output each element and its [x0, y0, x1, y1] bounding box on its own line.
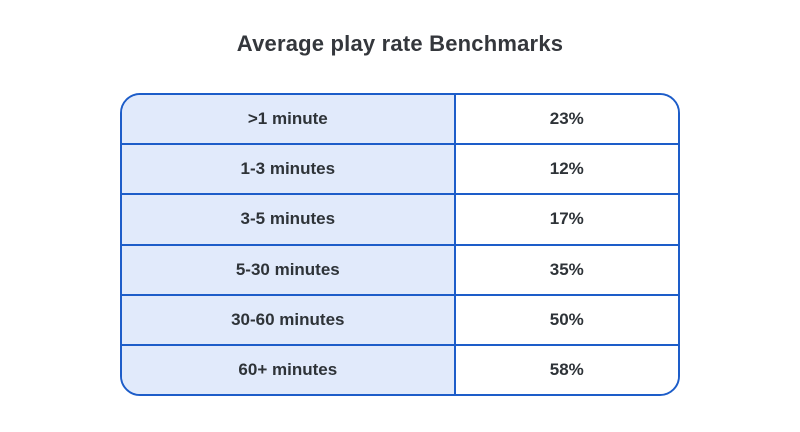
row-value: 50%	[455, 295, 678, 344]
row-label: 5-30 minutes	[122, 245, 456, 294]
row-value: 12%	[455, 145, 678, 194]
row-value: 23%	[455, 95, 678, 144]
row-value: 35%	[455, 245, 678, 294]
page-title: Average play rate Benchmarks	[236, 31, 564, 56]
table-row: >1 minute 23%	[122, 95, 678, 146]
row-label: 60+ minutes	[122, 345, 456, 394]
row-label: 1-3 minutes	[122, 145, 456, 194]
table-row: 1-3 minutes 12%	[122, 145, 678, 196]
benchmark-table: >1 minute 23% 1-3 minutes 12% 3-5 minute…	[120, 93, 680, 396]
row-label: >1 minute	[122, 95, 456, 144]
table-row: 30-60 minutes 50%	[122, 295, 678, 346]
table-row: 5-30 minutes 35%	[122, 245, 678, 296]
row-value: 58%	[455, 345, 678, 394]
row-value: 17%	[455, 195, 678, 244]
table-row: 3-5 minutes 17%	[122, 195, 678, 246]
table-row: 60+ minutes 58%	[122, 345, 678, 394]
row-label: 30-60 minutes	[122, 295, 456, 344]
row-label: 3-5 minutes	[122, 195, 456, 244]
